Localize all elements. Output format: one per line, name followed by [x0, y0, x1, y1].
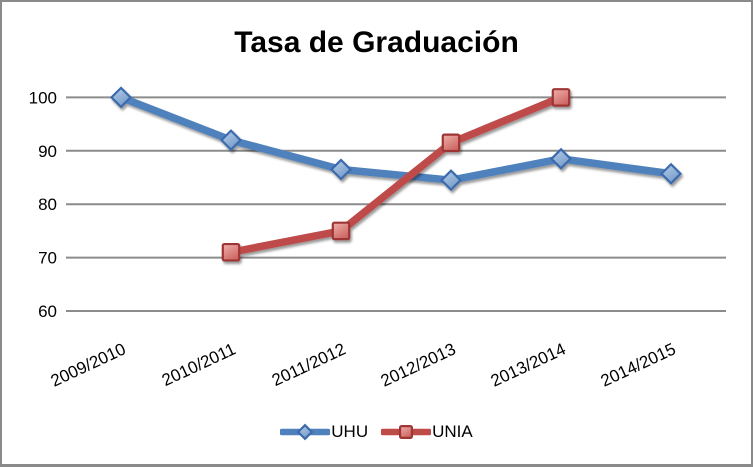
- y-tick-label: 90: [38, 142, 57, 161]
- plot-area: 60 70 80 90 100 2009/2010 2010/2011 2011/2012 20…: [29, 86, 726, 391]
- square-marker: [221, 242, 241, 262]
- square-marker: [399, 424, 414, 440]
- diamond-marker: [329, 158, 353, 181]
- legend-label-unia: UNIA: [432, 422, 473, 441]
- square-marker: [331, 221, 351, 241]
- diamond-marker: [549, 147, 573, 170]
- legend: UHU UNIA: [2, 419, 751, 445]
- legend-item-unia: UNIA: [381, 422, 473, 442]
- series-line-uhu: [119, 93, 672, 184]
- x-axis-label: 2009/2010: [48, 339, 129, 390]
- y-tick-label: 60: [38, 302, 57, 321]
- diamond-marker: [296, 423, 314, 441]
- x-axis-label: 2011/2012: [269, 339, 349, 390]
- series-unia: [221, 88, 571, 262]
- legend-marker-unia: [381, 424, 432, 440]
- x-axis-label: 2014/2015: [598, 339, 679, 390]
- x-axis-label: 2010/2011: [159, 339, 239, 390]
- diamond-marker: [439, 169, 463, 192]
- series-uhu: [109, 86, 683, 192]
- diamond-marker: [109, 86, 133, 109]
- y-tick-label: 80: [38, 195, 57, 214]
- legend-label-uhu: UHU: [331, 422, 369, 441]
- square-marker: [441, 133, 461, 153]
- chart-title: Tasa de Graduación: [234, 26, 519, 59]
- x-axis-label: 2013/2014: [488, 339, 569, 390]
- legend-marker-uhu: [280, 423, 331, 441]
- diamond-marker: [659, 162, 683, 185]
- series-line-unia: [230, 93, 563, 256]
- x-axis-label: 2012/2013: [378, 339, 459, 390]
- y-tick-label: 100: [29, 88, 57, 107]
- diamond-marker: [219, 129, 243, 152]
- y-tick-label: 70: [38, 249, 57, 268]
- legend-item-uhu: UHU: [280, 422, 368, 442]
- square-marker: [551, 88, 571, 107]
